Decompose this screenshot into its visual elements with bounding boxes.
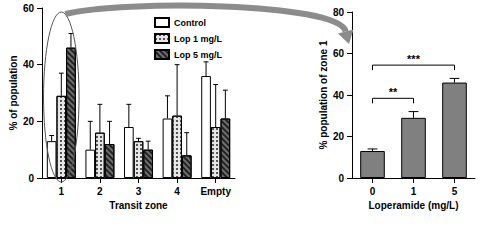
svg-text:Lop 1 mg/L: Lop 1 mg/L — [174, 34, 222, 44]
svg-text:Transit zone: Transit zone — [109, 200, 168, 211]
svg-text:40: 40 — [23, 59, 35, 70]
svg-text:0: 0 — [370, 186, 376, 197]
svg-text:Loperamide (mg/L): Loperamide (mg/L) — [368, 200, 458, 211]
svg-text:60: 60 — [23, 3, 35, 14]
svg-text:5: 5 — [452, 186, 458, 197]
svg-text:1: 1 — [59, 186, 65, 197]
svg-text:Control: Control — [174, 18, 206, 28]
svg-text:Empty: Empty — [200, 186, 231, 197]
svg-text:2: 2 — [97, 186, 103, 197]
svg-text:1: 1 — [411, 186, 417, 197]
svg-text:Lop 5 mg/L: Lop 5 mg/L — [174, 50, 222, 60]
svg-text:40: 40 — [333, 90, 345, 101]
svg-text:60: 60 — [333, 48, 345, 59]
svg-text:80: 80 — [333, 7, 345, 18]
svg-text:0: 0 — [28, 173, 34, 184]
svg-text:20: 20 — [23, 116, 35, 127]
svg-text:20: 20 — [333, 131, 345, 142]
svg-text:0: 0 — [338, 173, 344, 184]
svg-text:***: *** — [407, 53, 421, 65]
svg-text:3: 3 — [136, 186, 142, 197]
svg-text:% of population: % of population — [8, 56, 19, 131]
svg-text:% population of zone 1: % population of zone 1 — [318, 40, 329, 149]
svg-text:4: 4 — [174, 186, 180, 197]
svg-text:**: ** — [389, 86, 398, 98]
